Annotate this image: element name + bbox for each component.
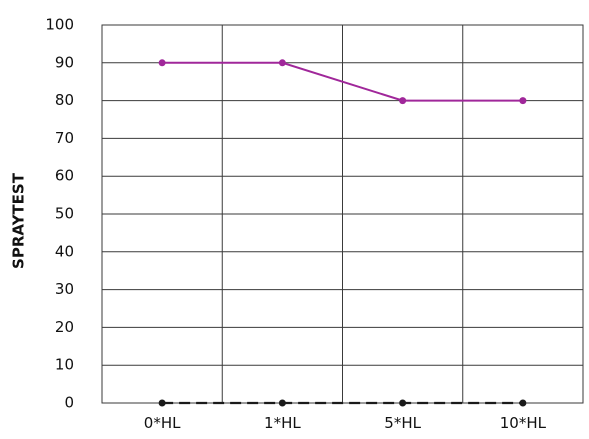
- x-tick-label: 0*HL: [144, 414, 181, 432]
- labels: SPRAYTEST 0 10 20 30 40 50 60 70 80 90 100 0*HL 1*HL…: [10, 16, 547, 433]
- y-axis-title: SPRAYTEST: [10, 172, 28, 269]
- y-tick-label: 80: [55, 91, 74, 109]
- y-tick-label: 100: [45, 16, 74, 34]
- series-point: [278, 59, 286, 67]
- y-tick-label: 70: [55, 129, 74, 147]
- x-tick-label: 5*HL: [384, 414, 421, 432]
- y-tick-label: 30: [55, 280, 74, 298]
- series-point: [158, 59, 166, 67]
- series-point: [519, 97, 527, 105]
- y-tick-label: 60: [55, 167, 74, 185]
- y-tick-label: 10: [55, 356, 74, 374]
- x-tick-label: 10*HL: [500, 414, 547, 432]
- y-tick-label: 0: [64, 394, 74, 412]
- series-point: [399, 97, 407, 105]
- series-point: [519, 399, 527, 407]
- series-point: [399, 399, 407, 407]
- y-tick-label: 50: [55, 205, 74, 223]
- series-line: [162, 61, 523, 102]
- x-tick-label: 1*HL: [264, 414, 301, 432]
- y-tick-label: 20: [55, 318, 74, 336]
- series-point: [158, 399, 166, 407]
- series-point: [278, 399, 286, 407]
- y-tick-label: 40: [55, 242, 74, 260]
- grid: [102, 25, 583, 403]
- series-layer: [158, 59, 527, 407]
- y-tick-label: 90: [55, 53, 74, 71]
